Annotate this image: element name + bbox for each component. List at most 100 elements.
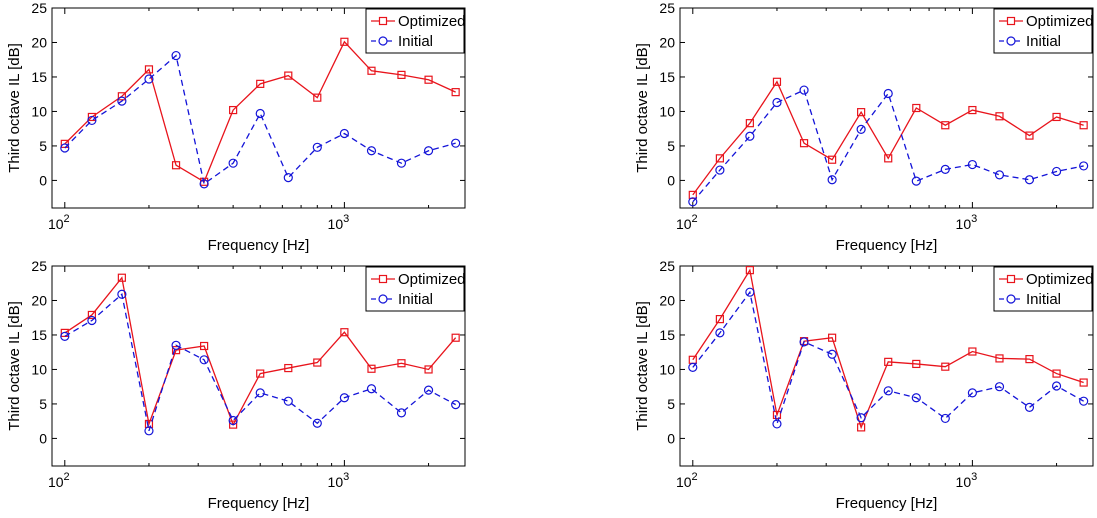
data-point-circle bbox=[283, 396, 293, 406]
legend-box bbox=[365, 8, 465, 54]
data-point-square bbox=[256, 369, 265, 378]
data-point-circle bbox=[87, 115, 97, 126]
x-tick-base: 10 bbox=[956, 216, 972, 232]
y-tick-label: 5 bbox=[39, 138, 47, 154]
y-tick-label: 5 bbox=[667, 396, 675, 412]
data-point-circle bbox=[799, 85, 809, 95]
y-tick-label: 15 bbox=[659, 69, 675, 85]
data-point-circle bbox=[772, 97, 782, 108]
data-point-square bbox=[884, 357, 893, 366]
data-point-square bbox=[688, 190, 697, 199]
data-point-circle bbox=[967, 159, 977, 170]
data-point-circle bbox=[423, 146, 434, 156]
y-tick-label: 5 bbox=[39, 396, 47, 412]
series-line-optimized bbox=[692, 268, 1084, 430]
x-tick-base: 10 bbox=[956, 474, 972, 490]
legend-marker-circle bbox=[1006, 36, 1016, 46]
data-point-circle bbox=[423, 385, 434, 395]
data-point-square bbox=[1052, 112, 1061, 122]
y-tick-label: 20 bbox=[31, 34, 47, 50]
data-point-square bbox=[229, 420, 238, 429]
legend: Optimized Initial bbox=[365, 266, 466, 312]
legend-marker-circle bbox=[378, 294, 388, 304]
data-point-square bbox=[1079, 121, 1088, 130]
data-point-circle bbox=[745, 287, 755, 297]
x-tick-exponent: 3 bbox=[343, 213, 349, 225]
y-tick-label: 15 bbox=[31, 69, 47, 85]
data-point-circle bbox=[339, 393, 349, 403]
data-point-square bbox=[884, 154, 893, 163]
data-point-square bbox=[256, 79, 265, 88]
legend-label: Initial bbox=[398, 291, 433, 308]
data-point-circle bbox=[1024, 175, 1035, 185]
data-point-circle bbox=[1051, 381, 1062, 391]
series-line-optimized bbox=[64, 276, 457, 427]
legend: Optimized Initial bbox=[993, 8, 1094, 54]
x-tick-base: 10 bbox=[48, 216, 64, 232]
data-point-circle bbox=[994, 170, 1005, 180]
data-point-circle bbox=[967, 388, 977, 398]
y-tick-label: 25 bbox=[659, 0, 675, 16]
legend-box bbox=[993, 8, 1093, 54]
legend-label: Optimized bbox=[1026, 271, 1094, 288]
y-tick-label: 0 bbox=[667, 430, 675, 446]
data-point-circle bbox=[60, 143, 70, 153]
legend-marker-square bbox=[378, 274, 388, 284]
data-point-circle bbox=[994, 382, 1005, 392]
data-point-circle bbox=[856, 413, 866, 423]
data-point-square bbox=[424, 365, 433, 374]
data-point-square bbox=[367, 66, 376, 75]
y-tick-label: 20 bbox=[659, 292, 675, 308]
data-point-circle bbox=[1051, 166, 1062, 177]
data-point-circle bbox=[715, 165, 725, 175]
data-point-square bbox=[313, 358, 322, 367]
data-point-square bbox=[397, 359, 406, 368]
data-point-circle bbox=[940, 164, 950, 174]
data-point-square bbox=[1079, 378, 1088, 387]
data-point-circle bbox=[827, 349, 837, 359]
data-point-circle bbox=[911, 176, 921, 186]
legend-label: Initial bbox=[1026, 291, 1061, 308]
x-axis-title: Frequency [Hz] bbox=[836, 237, 938, 254]
y-tick-label: 25 bbox=[31, 258, 47, 274]
data-point-square bbox=[995, 112, 1004, 121]
data-point-square bbox=[367, 364, 376, 373]
data-point-circle bbox=[1079, 396, 1089, 406]
data-point-square bbox=[857, 108, 866, 117]
y-tick-label: 0 bbox=[39, 430, 47, 446]
data-point-square bbox=[828, 333, 837, 342]
series-line-initial bbox=[692, 89, 1084, 203]
data-point-circle bbox=[396, 158, 407, 168]
data-point-circle bbox=[799, 337, 809, 347]
data-point-circle bbox=[255, 388, 265, 398]
data-point-square bbox=[968, 105, 977, 115]
data-point-square bbox=[828, 155, 837, 164]
data-point-square bbox=[715, 315, 724, 324]
legend-marker-square bbox=[1006, 16, 1016, 26]
legend-label: Optimized bbox=[1026, 13, 1094, 30]
x-tick-exponent: 3 bbox=[343, 471, 349, 483]
data-point-square bbox=[284, 71, 293, 80]
data-point-square bbox=[284, 363, 293, 373]
legend-label: Initial bbox=[1026, 33, 1061, 50]
data-point-square bbox=[397, 70, 406, 79]
y-axis-title: Third octave IL [dB] bbox=[6, 301, 23, 431]
x-tick-label: 103 bbox=[328, 213, 350, 232]
data-point-circle bbox=[688, 362, 698, 372]
data-point-square bbox=[941, 121, 950, 130]
data-point-square bbox=[60, 328, 69, 337]
x-tick-label: 102 bbox=[676, 213, 698, 232]
data-point-square bbox=[171, 346, 181, 355]
legend: Optimized Initial bbox=[365, 8, 466, 54]
x-tick-base: 10 bbox=[328, 474, 344, 490]
legend-box bbox=[993, 266, 1093, 312]
y-tick-label: 20 bbox=[31, 292, 47, 308]
chart-panel-bottom-left: 0 5 10 15 20 25 102 103 Frequency [Hz] Third octa… bbox=[0, 258, 470, 518]
legend-marker-square bbox=[1006, 274, 1016, 284]
y-axis-title: Third octave IL [dB] bbox=[634, 43, 651, 173]
y-tick-label: 25 bbox=[659, 258, 675, 274]
data-point-circle bbox=[715, 328, 725, 338]
data-point-circle bbox=[1024, 402, 1035, 412]
